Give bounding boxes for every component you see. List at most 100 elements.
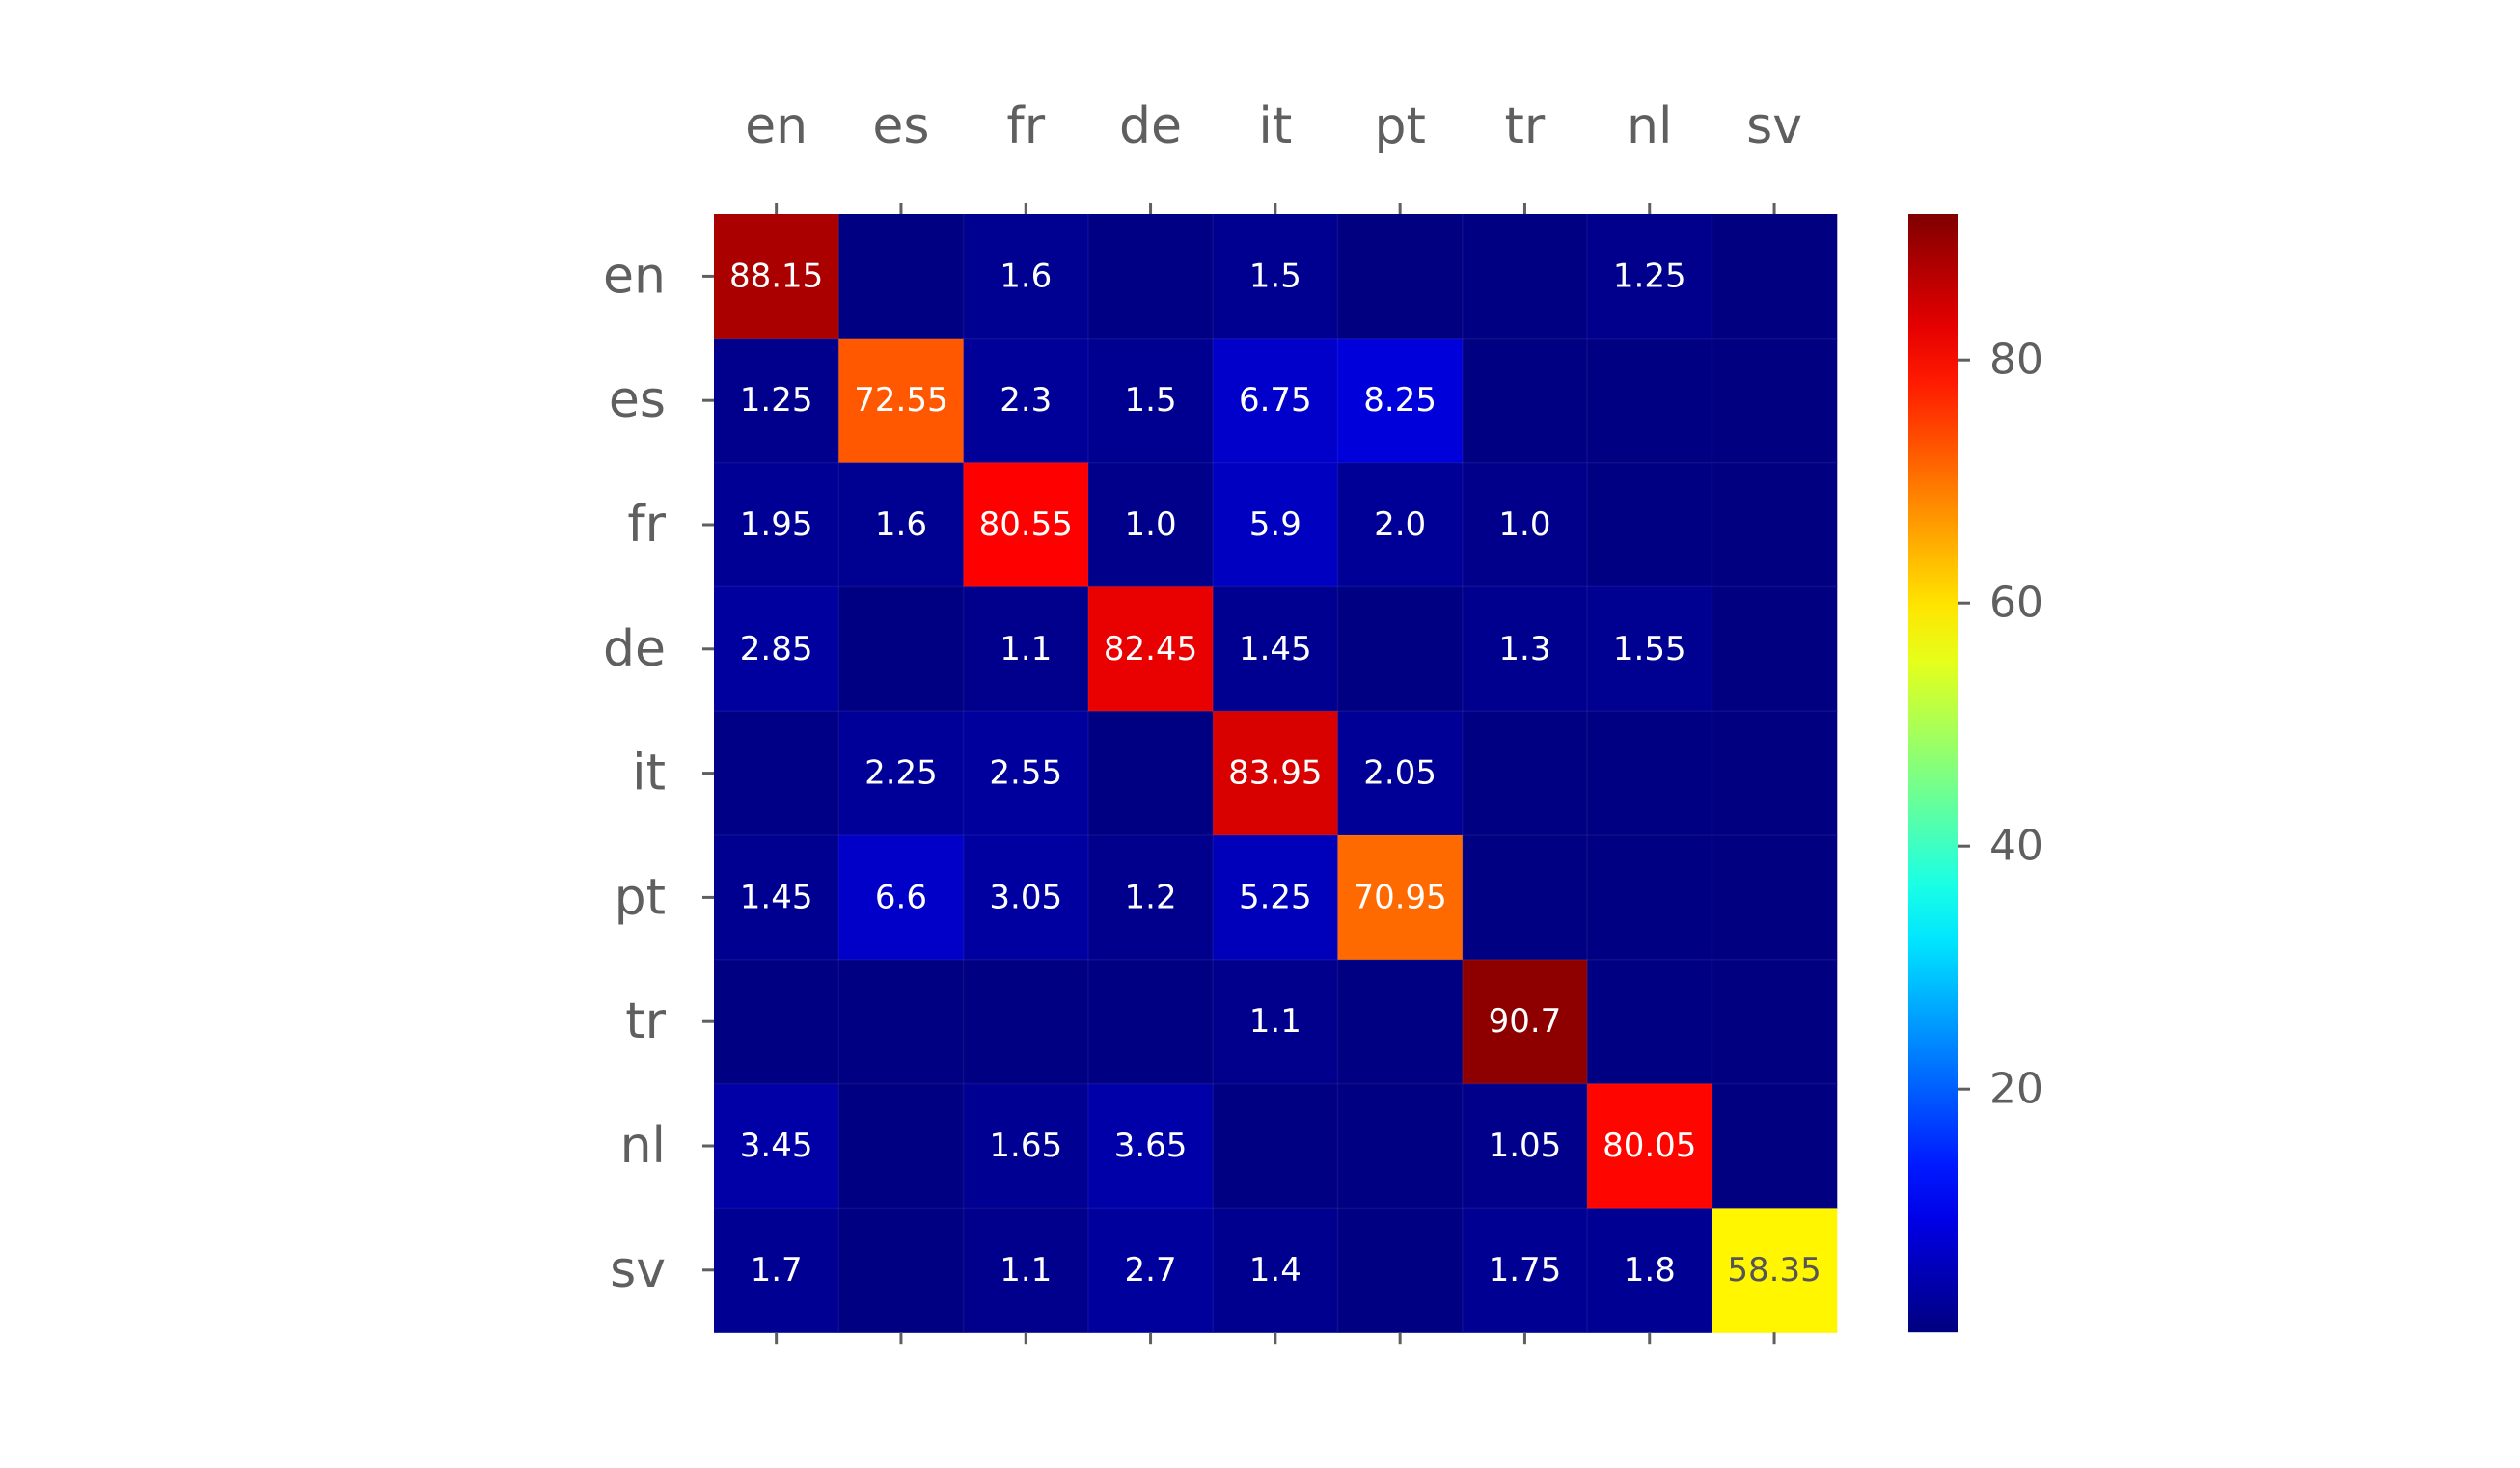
heatmap-cell-en-de [1087,214,1214,340]
colorbar: 20 40 60 80 [1908,214,2043,1333]
heatmap-cell-sv-fr [963,1208,1089,1333]
heatmap-cell-nl-nl [1587,1083,1712,1209]
heatmap-cell-de-pt [1337,586,1464,712]
heatmap-cell-it-es [838,711,965,836]
heatmap-cell-fr-tr [1462,462,1588,587]
heatmap-cell-sv-es [838,1208,965,1333]
heatmap-cell-fr-es [838,462,965,587]
heatmap-cell-nl-pt [1337,1083,1464,1209]
cell-value-label: 1.1 [1000,630,1052,668]
heatmap-cell-fr-pt [1337,462,1464,587]
heatmap-cell-fr-de [1087,462,1214,587]
heatmap-cell-it-sv [1712,711,1838,836]
heatmap-cell-nl-it [1213,1083,1339,1209]
heatmap-cell-tr-sv [1712,959,1838,1085]
cell-value-label: 1.5 [1249,257,1301,295]
heatmap-cell-pt-de [1087,835,1214,961]
x-tick-label: sv [1746,97,1802,155]
x-tick-label: de [1119,97,1182,155]
heatmap-cell-es-sv [1712,338,1838,464]
heatmap-cell-fr-en [714,462,839,587]
cell-value-label: 1.25 [1613,257,1686,295]
cell-value-label: 5.9 [1249,505,1301,544]
y-tick-label: tr [625,992,666,1050]
heatmap-cell-fr-nl [1587,462,1712,587]
cell-value-label: 90.7 [1489,1002,1562,1041]
heatmap-cell-de-de [1087,586,1214,712]
heatmap-cell-en-fr [963,214,1089,340]
heatmap-cells: 88.15 1.6 1.5 1.25 1.25 72.55 2.3 1.5 6.75 8.25 1.… [714,214,1838,1333]
heatmap-cell-tr-it [1213,959,1339,1085]
heatmap-cell-en-pt [1337,214,1464,340]
heatmap-cell-de-tr [1462,586,1588,712]
x-axis: en es fr de it pt tr nl sv [745,97,1802,1345]
cell-value-label: 3.45 [740,1127,813,1165]
heatmap-cell-es-pt [1337,338,1464,464]
heatmap-cell-es-fr [963,338,1089,464]
colorbar-tick-label: 60 [1989,579,2043,628]
heatmap-cell-nl-sv [1712,1083,1838,1209]
heatmap-cell-en-tr [1462,214,1588,340]
heatmap-cell-pt-sv [1712,835,1838,961]
heatmap-cell-de-en [714,586,839,712]
cell-value-label: 80.55 [979,505,1073,544]
cell-value-label: 1.1 [1000,1251,1052,1290]
x-tick-label: it [1258,97,1292,155]
cell-value-label: 1.2 [1125,878,1177,916]
cell-value-label: 1.0 [1125,505,1177,544]
cell-value-label: 1.8 [1624,1251,1676,1290]
heatmap-cell-en-es [838,214,965,340]
heatmap-cell-fr-fr [963,462,1089,587]
x-tick-label: fr [1006,97,1045,155]
heatmap-cell-it-pt [1337,711,1464,836]
heatmap-cell-tr-es [838,959,965,1085]
colorbar-gradient [1908,214,1958,1333]
x-tick-label: es [872,97,929,155]
cell-value-label: 3.05 [989,878,1062,916]
y-tick-label: nl [620,1117,666,1175]
heatmap-cell-it-nl [1587,711,1712,836]
cell-value-label: 1.6 [1000,257,1052,295]
cell-value-label: 1.25 [740,381,813,420]
cell-value-label: 8.25 [1363,381,1437,420]
heatmap-cell-pt-es [838,835,965,961]
x-tick-label: en [745,97,808,155]
heatmap-cell-de-fr [963,586,1089,712]
x-tick-label: tr [1505,97,1546,155]
y-tick-label: sv [610,1241,666,1299]
x-tick-label: pt [1374,97,1425,155]
heatmap-cell-sv-en [714,1208,839,1333]
heatmap-cell-de-it [1213,586,1339,712]
heatmap-cell-fr-it [1213,462,1339,587]
cell-value-label: 1.45 [1239,630,1312,668]
heatmap-cell-tr-fr [963,959,1089,1085]
colorbar-tick-label: 20 [1989,1065,2043,1114]
heatmap-cell-sv-sv [1712,1208,1838,1333]
cell-value-label: 1.1 [1249,1002,1301,1041]
cell-value-label: 2.85 [740,630,813,668]
heatmap-cell-de-sv [1712,586,1838,712]
heatmap-cell-en-sv [1712,214,1838,340]
cell-value-label: 2.05 [1363,754,1437,793]
cell-value-label: 5.25 [1239,878,1312,916]
cell-value-label: 82.45 [1104,630,1197,668]
heatmap-cell-nl-es [838,1083,965,1209]
heatmap-cell-sv-nl [1587,1208,1712,1333]
heatmap-cell-es-de [1087,338,1214,464]
cell-value-label: 1.75 [1489,1251,1562,1290]
y-tick-label: es [609,371,666,429]
cell-value-label: 2.55 [989,754,1062,793]
heatmap-cell-es-it [1213,338,1339,464]
cell-value-label: 88.15 [729,257,823,295]
cell-value-label: 1.7 [751,1251,803,1290]
cell-value-label: 1.5 [1125,381,1177,420]
heatmap-cell-it-it [1213,711,1339,836]
heatmap-cell-tr-de [1087,959,1214,1085]
cell-value-label: 2.3 [1000,381,1052,420]
cell-value-label: 3.65 [1114,1127,1188,1165]
heatmap-cell-it-en [714,711,839,836]
cell-value-label: 80.05 [1602,1127,1696,1165]
heatmap-cell-de-es [838,586,965,712]
heatmap-cell-sv-tr [1462,1208,1588,1333]
heatmap-cell-pt-it [1213,835,1339,961]
